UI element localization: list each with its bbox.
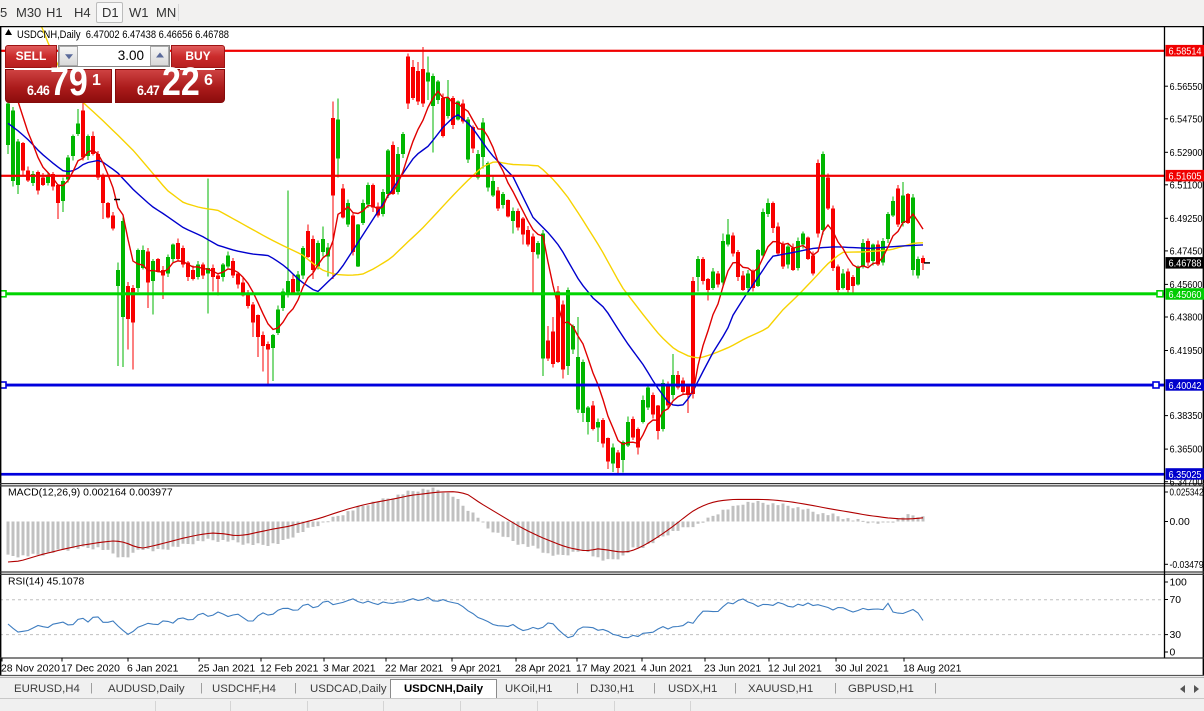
svg-text:RSI(14) 45.1078: RSI(14) 45.1078 (8, 577, 84, 588)
svg-text:6.46788: 6.46788 (1169, 259, 1202, 270)
svg-text:MACD(12,26,9) 0.002164 0.00397: MACD(12,26,9) 0.002164 0.003977 (8, 488, 173, 499)
svg-text:70: 70 (1170, 595, 1182, 606)
svg-text:6.52900: 6.52900 (1170, 148, 1203, 159)
svg-text:6.56550: 6.56550 (1170, 82, 1203, 93)
svg-text:6.34700: 6.34700 (1170, 477, 1203, 488)
svg-text:3 Mar 2021: 3 Mar 2021 (323, 664, 376, 675)
svg-text:6.35025: 6.35025 (1169, 470, 1202, 481)
svg-text:18 Aug 2021: 18 Aug 2021 (903, 664, 962, 675)
svg-text:23 Jun 2021: 23 Jun 2021 (704, 664, 761, 675)
svg-text:6.38350: 6.38350 (1170, 411, 1203, 422)
svg-text:6.54750: 6.54750 (1170, 114, 1203, 125)
svg-text:28 Apr 2021: 28 Apr 2021 (515, 664, 571, 675)
svg-text:6.51605: 6.51605 (1169, 172, 1202, 183)
svg-text:6.49250: 6.49250 (1170, 214, 1203, 225)
svg-text:100: 100 (1170, 578, 1188, 589)
svg-text:17 Dec 2020: 17 Dec 2020 (61, 664, 120, 675)
svg-text:USDCNH,Daily 6.47002 6.47438: USDCNH,Daily 6.47002 6.47438 6.46656 6.4… (17, 29, 229, 41)
svg-text:12 Jul 2021: 12 Jul 2021 (768, 664, 822, 675)
svg-text:0.00: 0.00 (1170, 517, 1190, 528)
svg-text:6.58514: 6.58514 (1169, 46, 1202, 57)
svg-text:9 Apr 2021: 9 Apr 2021 (451, 664, 501, 675)
svg-text:0.025342: 0.025342 (1170, 488, 1204, 499)
svg-text:6 Jan 2021: 6 Jan 2021 (127, 664, 179, 675)
svg-text:17 May 2021: 17 May 2021 (576, 664, 636, 675)
svg-text:6.47450: 6.47450 (1170, 247, 1203, 258)
svg-text:30: 30 (1170, 630, 1182, 641)
svg-text:25 Jan 2021: 25 Jan 2021 (198, 664, 255, 675)
svg-text:6.45600: 6.45600 (1170, 280, 1203, 291)
svg-text:0: 0 (1170, 648, 1176, 659)
svg-text:6.36500: 6.36500 (1170, 445, 1203, 456)
svg-text:6.41950: 6.41950 (1170, 346, 1203, 357)
svg-text:22 Mar 2021: 22 Mar 2021 (385, 664, 444, 675)
svg-text:6.43800: 6.43800 (1170, 313, 1203, 324)
svg-text:28 Nov 2020: 28 Nov 2020 (1, 664, 60, 675)
svg-text:4 Jun 2021: 4 Jun 2021 (641, 664, 693, 675)
svg-text:6.51100: 6.51100 (1170, 180, 1203, 191)
svg-text:6.40042: 6.40042 (1169, 381, 1202, 392)
svg-text:6.45060: 6.45060 (1169, 290, 1202, 301)
svg-text:30 Jul 2021: 30 Jul 2021 (835, 664, 889, 675)
svg-text:12 Feb 2021: 12 Feb 2021 (260, 664, 319, 675)
svg-text:-0.03479: -0.03479 (1170, 560, 1204, 571)
